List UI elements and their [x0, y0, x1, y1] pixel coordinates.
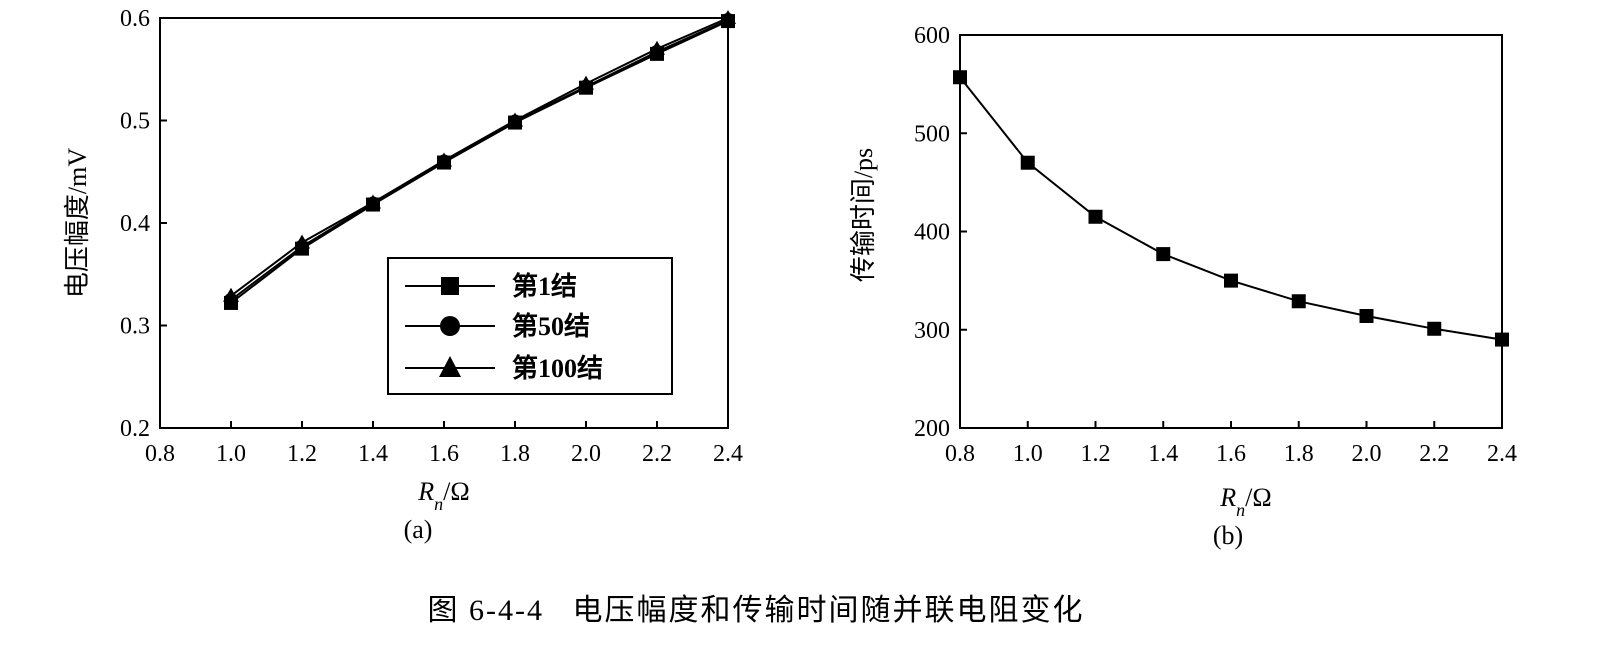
chart-b-series-1-point	[1156, 247, 1171, 262]
chart-b-y-tick-label: 600	[914, 23, 950, 49]
chart-a-y-tick-label: 0.3	[120, 314, 150, 340]
chart-a-series-3-point	[507, 112, 523, 127]
chart-b-series-1-point	[1359, 308, 1374, 323]
chart-b-x-axis-symbol: R	[1219, 483, 1236, 512]
chart-a-series-3-point	[223, 287, 239, 302]
chart-a-legend-item-3: 第100结	[405, 353, 603, 383]
chart-b-x-tick-label: 2.0	[1352, 441, 1382, 467]
chart-a-x-tick-label: 1.4	[358, 441, 388, 467]
chart-b-x-tick-label: 1.6	[1216, 441, 1246, 467]
chart-a-x-axis-unit: /Ω	[443, 477, 470, 506]
chart-b-y-tick-label: 300	[914, 318, 950, 344]
chart-b-series-1-line	[959, 76, 1503, 341]
chart-b-x-tick-label: 1.0	[1013, 441, 1043, 467]
chart-a-y-ticks: 0.2 0.3 0.4 0.5 0.6	[120, 6, 167, 442]
chart-a-y-tick-label: 0.2	[120, 416, 150, 442]
chart-b-panel-label: (b)	[1213, 521, 1243, 550]
chart-a-series	[223, 10, 736, 310]
chart-b-plot-frame	[959, 34, 1503, 429]
chart-b-series-1-point	[1224, 273, 1238, 288]
chart-a-x-tick-label: 0.8	[145, 441, 175, 467]
chart-a-series-3-point	[365, 194, 381, 209]
chart-a-x-tick-label: 1.0	[216, 441, 246, 467]
chart-b-series-1-point	[1495, 332, 1509, 347]
chart-a-x-tick-label: 1.6	[429, 441, 459, 467]
chart-a-y-axis-label: 电压幅度/mV	[63, 148, 92, 298]
chart-b-series-1-point	[953, 70, 967, 85]
chart-b-x-tick-label: 1.2	[1081, 441, 1111, 467]
chart-b-y-axis-label: 传输时间/ps	[849, 148, 878, 282]
chart-b-x-tick-label: 2.4	[1487, 441, 1517, 467]
chart-a-y-tick-label: 0.6	[120, 6, 150, 32]
chart-b-series-1-point	[1020, 155, 1035, 170]
chart-a-legend: 第1结 第50结 第100结	[387, 257, 673, 395]
chart-a-series-3-point	[649, 40, 665, 55]
chart-b-x-tick-label: 1.4	[1148, 441, 1178, 467]
chart-a-x-tick-label: 2.2	[642, 441, 672, 467]
chart-a-x-axis-symbol: R	[417, 477, 434, 506]
chart-b-series-1-point	[1291, 294, 1306, 309]
chart-a-series-3-point	[578, 75, 594, 90]
chart-a-x-tick-label: 2.4	[713, 441, 743, 467]
chart-b-y-ticks: 200 300 400 500 600	[914, 23, 967, 442]
chart-b-series-1-point	[1088, 209, 1103, 224]
chart-b-x-axis-unit: /Ω	[1245, 483, 1272, 512]
chart-a-legend-circle-marker	[440, 316, 460, 336]
chart-b-x-tick-label: 1.8	[1284, 441, 1314, 467]
chart-a-legend-label-2: 第50结	[512, 311, 590, 341]
chart-b-y-tick-label: 200	[914, 416, 950, 442]
chart-a-legend-label-3: 第100结	[512, 353, 603, 383]
chart-a-x-axis-label: Rn/Ω	[417, 477, 469, 514]
chart-a: 0.8 1.0 1.2 1.4 1.6 1.8 2.0 2.2 2.4 0.2 0.3 0.4 0.5…	[63, 6, 743, 544]
chart-a-x-tick-label: 1.2	[287, 441, 317, 467]
chart-b-series-1-point	[1427, 321, 1442, 336]
chart-a-legend-label-1: 第1结	[512, 271, 577, 301]
chart-b: 0.8 1.0 1.2 1.4 1.6 1.8 2.0 2.2 2.4 200 300 400 500…	[849, 23, 1517, 550]
chart-a-series-3-point	[720, 10, 736, 24]
chart-b-y-tick-label: 400	[914, 220, 950, 246]
chart-a-y-tick-label: 0.5	[120, 109, 150, 135]
chart-a-legend-item-2: 第50结	[405, 311, 590, 341]
chart-a-panel-label: (a)	[404, 515, 433, 544]
chart-a-x-ticks: 0.8 1.0 1.2 1.4 1.6 1.8 2.0 2.2 2.4	[145, 421, 743, 467]
chart-b-x-tick-label: 2.2	[1419, 441, 1449, 467]
chart-b-y-tick-label: 500	[914, 121, 950, 147]
figure-caption: 图 6-4-4 电压幅度和传输时间随并联电阻变化	[428, 594, 1085, 627]
chart-a-x-tick-label: 2.0	[571, 441, 601, 467]
chart-a-legend-item-1: 第1结	[405, 271, 577, 301]
chart-a-series-3-point	[436, 152, 452, 167]
chart-a-y-tick-label: 0.4	[120, 211, 150, 237]
chart-a-legend-triangle-marker	[439, 356, 461, 377]
chart-a-x-tick-label: 1.8	[500, 441, 530, 467]
chart-a-legend-square-marker	[441, 277, 459, 295]
chart-b-series	[953, 70, 1509, 347]
chart-b-x-tick-label: 0.8	[945, 441, 975, 467]
chart-b-x-axis-label: Rn/Ω	[1219, 483, 1271, 520]
chart-a-x-axis-subscript: n	[434, 494, 443, 514]
chart-a-series-3-point	[294, 234, 310, 249]
chart-b-x-axis-subscript: n	[1236, 500, 1245, 520]
chart-a-series-3-line	[230, 17, 729, 297]
chart-b-x-ticks: 0.8 1.0 1.2 1.4 1.6 1.8 2.0 2.2 2.4	[945, 421, 1517, 467]
